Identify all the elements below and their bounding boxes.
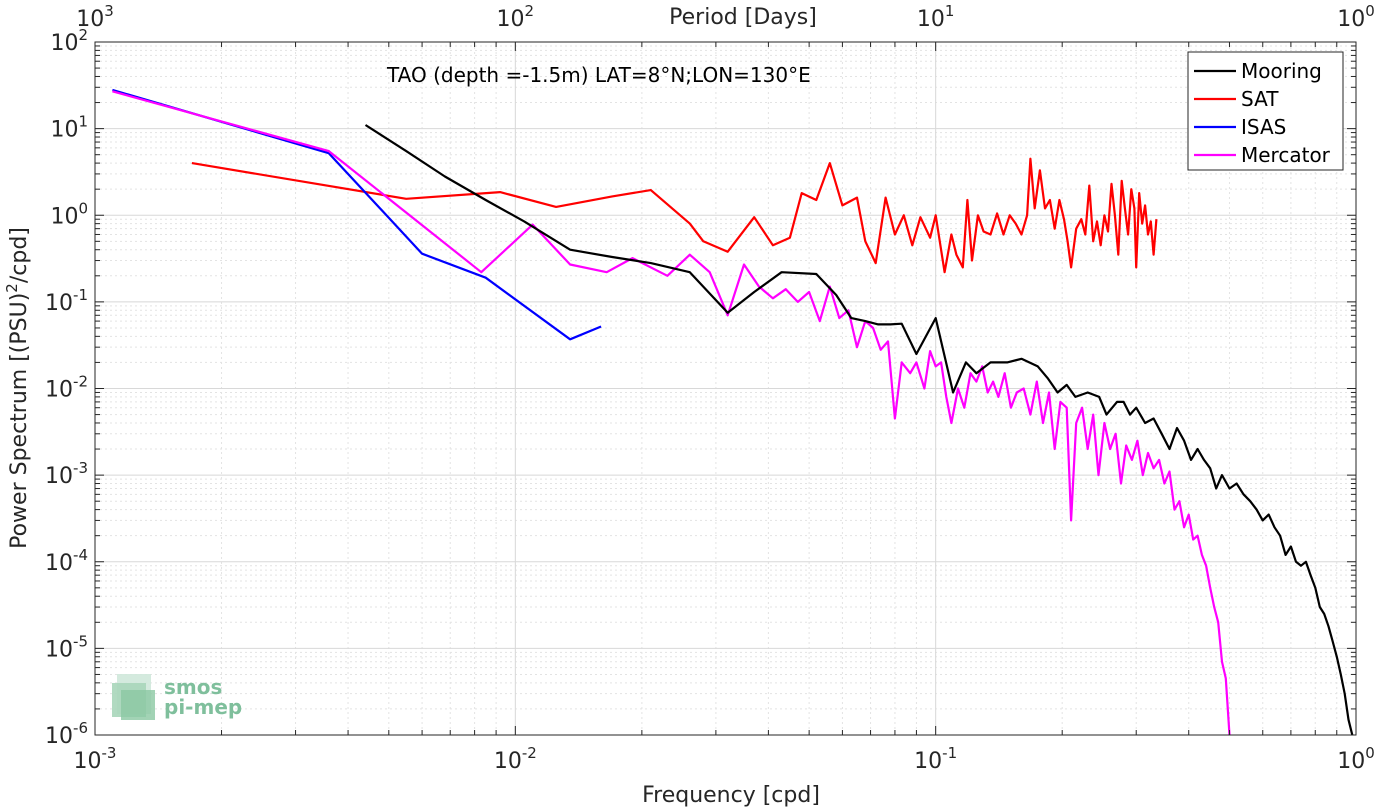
logo-layer-3 [121, 690, 155, 720]
series-layer [112, 88, 1354, 736]
y-tick-label: 100 [50, 199, 88, 229]
y-axis-label: Power Spectrum [(PSU)2/cpd] [3, 227, 32, 549]
top-tick-label: 102 [497, 2, 535, 32]
minor-gridlines [95, 42, 1356, 735]
top-tick-label: 103 [76, 2, 114, 32]
logo-line-smos: smos [164, 675, 222, 699]
y-tick-label: 10-5 [45, 632, 88, 662]
legend: Mooring SAT ISAS Mercator [1187, 51, 1344, 171]
x-tick-label: 10-2 [494, 744, 537, 774]
legend-items: Mooring SAT ISAS Mercator [1194, 59, 1331, 167]
top-tick-label: 100 [1337, 2, 1375, 32]
series-line-isas [112, 88, 602, 341]
legend-label-mooring: Mooring [1241, 59, 1322, 83]
x-tick-label: 10-1 [914, 744, 957, 774]
tick-marks [94, 41, 1357, 736]
legend-label-mercator: Mercator [1241, 143, 1331, 167]
logo-line-pi-mep: pi-mep [164, 695, 242, 719]
legend-label-isas: ISAS [1241, 115, 1286, 139]
y-tick-label: 10-4 [45, 546, 88, 576]
legend-label-sat: SAT [1241, 87, 1279, 111]
y-axis-label-tail: /cpd] [7, 227, 32, 283]
series-line-sat [191, 157, 1158, 274]
y-tick-label: 102 [50, 26, 88, 56]
y-tick-label: 10-1 [45, 286, 88, 316]
y-axis-label-superscript: 2 [3, 283, 21, 293]
y-tick-label: 10-2 [45, 373, 88, 403]
x-tick-label: 10-3 [74, 744, 117, 774]
series-line-mercator [112, 90, 1231, 736]
x-tick-label: 100 [1337, 744, 1375, 774]
series-line-mooring [364, 124, 1354, 736]
y-tick-label: 10-6 [45, 719, 88, 749]
y-tick-label: 101 [50, 113, 88, 143]
y-axis-label-main: Power Spectrum [(PSU) [7, 293, 32, 549]
chart-title: TAO (depth =-1.5m) LAT=8°N;LON=130°E [386, 63, 811, 87]
y-tick-label: 10-3 [45, 459, 88, 489]
x-axis-label: Frequency [cpd] [642, 783, 820, 808]
smos-pi-mep-logo: smos pi-mep [112, 674, 242, 720]
top-axis-label: Period [Days] [669, 5, 817, 30]
top-tick-label: 101 [917, 2, 955, 32]
